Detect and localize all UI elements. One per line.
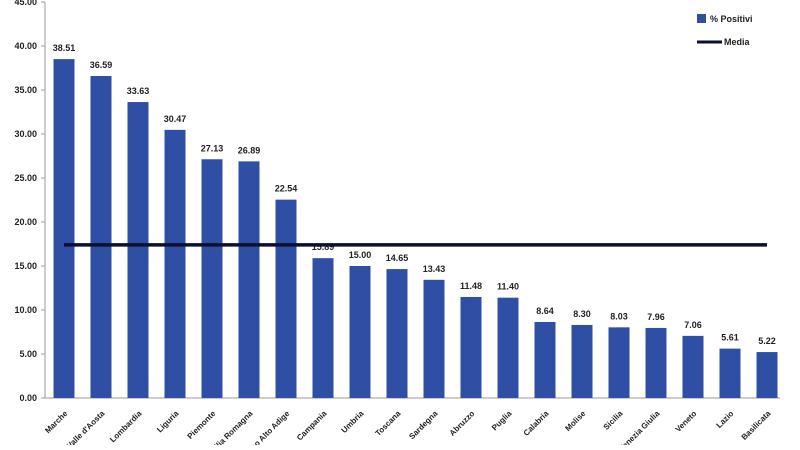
y-tick-label: 25.00 xyxy=(14,173,37,183)
category-label: Umbria xyxy=(340,409,366,435)
category-label: Toscana xyxy=(374,409,403,438)
data-label: 30.47 xyxy=(164,114,187,124)
category-label: Valle d'Aosta xyxy=(65,409,107,445)
y-tick-label: 10.00 xyxy=(14,305,37,315)
category-label: Piemonte xyxy=(186,409,218,441)
legend-swatch-positivi xyxy=(697,14,706,23)
data-label: 15.00 xyxy=(349,250,372,260)
data-label: 13.43 xyxy=(423,264,446,274)
bar xyxy=(497,297,519,398)
bar xyxy=(756,352,778,398)
y-tick-label: 30.00 xyxy=(14,129,37,139)
y-axis-ticks: 0.00 5.00 10.00 15.00 20.00 25.00 30.00 35.00 40… xyxy=(14,0,45,403)
data-label: 14.65 xyxy=(386,253,409,263)
bar xyxy=(608,327,630,398)
category-label: Marche xyxy=(43,409,70,436)
y-tick-label: 20.00 xyxy=(14,217,37,227)
bar xyxy=(349,266,371,398)
bar xyxy=(127,102,149,398)
data-label: 5.22 xyxy=(758,336,776,346)
bar xyxy=(90,76,112,399)
data-label: 5.61 xyxy=(721,333,739,343)
bar xyxy=(460,296,482,398)
data-label: 11.40 xyxy=(497,282,519,292)
category-label: Molise xyxy=(563,409,587,433)
category-label: Sardegna xyxy=(407,409,440,442)
bar xyxy=(534,321,556,398)
category-label: Campania xyxy=(295,409,329,443)
category-label: Lombardia xyxy=(108,409,144,445)
category-label: Abruzzo xyxy=(448,409,477,438)
bar xyxy=(275,199,297,398)
y-tick-label: 15.00 xyxy=(14,261,37,271)
bar xyxy=(53,59,75,398)
data-label: 33.63 xyxy=(127,86,150,96)
y-tick-label: 40.00 xyxy=(14,41,37,51)
y-tick-label: 5.00 xyxy=(19,349,37,359)
y-tick-label: 0.00 xyxy=(19,393,37,403)
legend-label-positivi: % Positivi xyxy=(710,14,753,24)
bar xyxy=(682,335,704,398)
data-label: 8.03 xyxy=(610,311,628,321)
bar xyxy=(423,279,445,398)
data-label: 11.48 xyxy=(460,281,482,291)
bar xyxy=(164,129,186,398)
bar xyxy=(571,324,593,398)
category-label: Veneto xyxy=(673,409,698,434)
data-label: 8.30 xyxy=(573,309,591,319)
bar xyxy=(386,269,408,398)
legend: % Positivi Media xyxy=(697,14,753,47)
data-label: 7.96 xyxy=(647,312,665,322)
bar xyxy=(201,159,223,398)
category-label: Puglia xyxy=(490,409,514,433)
legend-label-media: Media xyxy=(724,37,751,47)
bar xyxy=(645,327,667,398)
data-label: 26.89 xyxy=(238,145,261,155)
category-label: Liguria xyxy=(155,409,181,435)
data-label: 27.13 xyxy=(201,143,224,153)
category-label: Sicilia xyxy=(602,409,625,432)
category-label: Basilicata xyxy=(740,409,773,442)
data-label: 7.06 xyxy=(684,320,702,330)
data-labels: 38.51 36.59 33.63 30.47 27.13 26.89 22.54 15.89… xyxy=(53,43,776,346)
y-tick-label: 45.00 xyxy=(14,0,37,7)
bar xyxy=(238,161,260,398)
bar-series xyxy=(53,59,778,399)
y-tick-label: 35.00 xyxy=(14,85,37,95)
category-label: Lazio xyxy=(715,409,736,430)
data-label: 36.59 xyxy=(90,60,113,70)
data-label: 38.51 xyxy=(53,43,76,53)
data-label: 22.54 xyxy=(275,184,298,194)
bar xyxy=(312,258,334,398)
data-label: 15.89 xyxy=(312,242,335,252)
bar xyxy=(719,348,741,398)
data-label: 8.64 xyxy=(536,306,554,316)
category-label: Calabria xyxy=(522,409,551,438)
